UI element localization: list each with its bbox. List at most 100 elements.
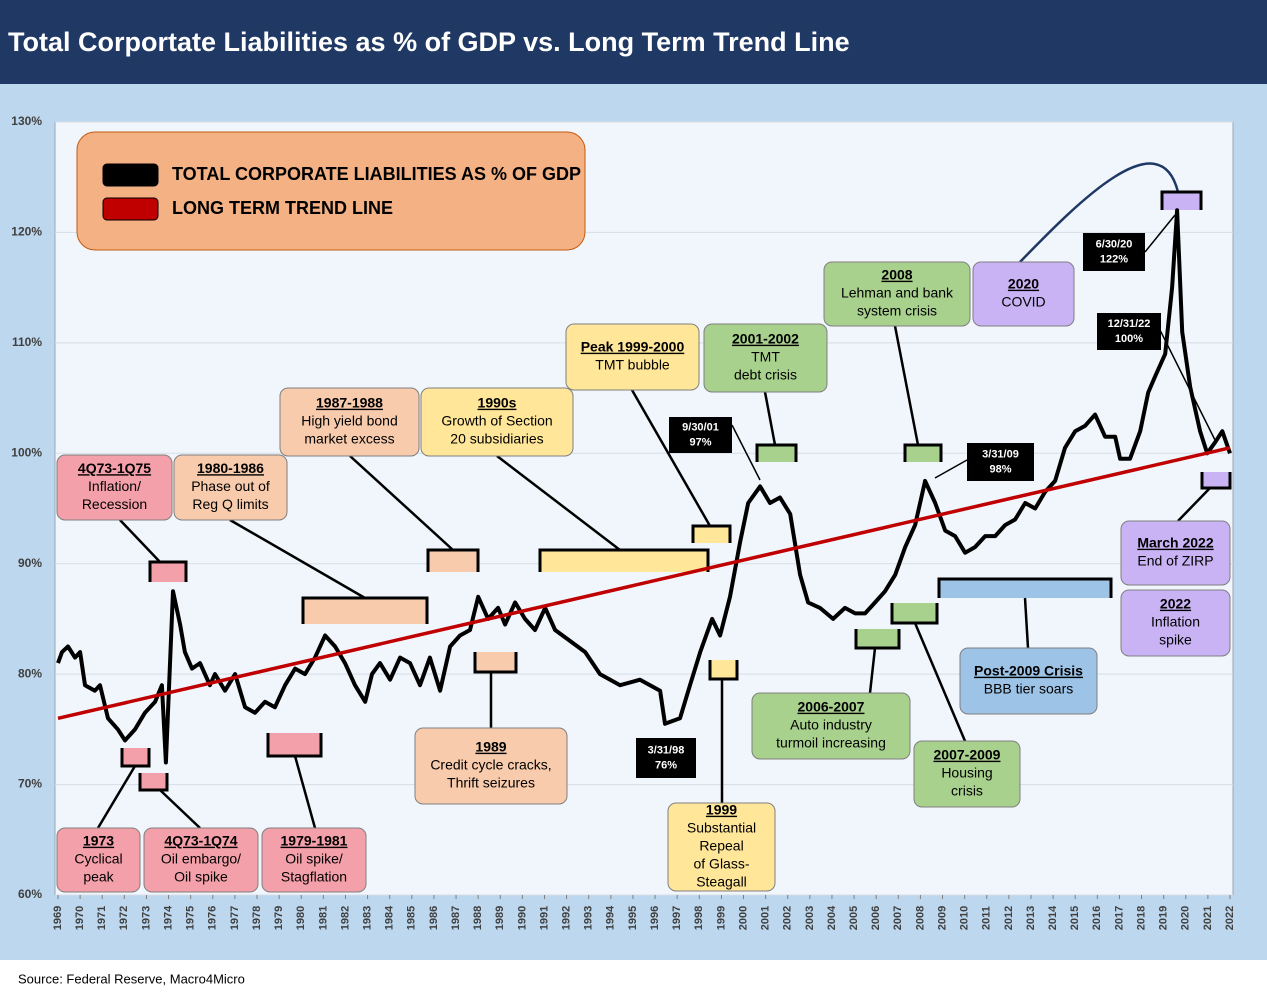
trend-line — [57, 446, 1231, 721]
x-tick-label: 1971 — [96, 906, 108, 930]
x-tick-label: 1973 — [140, 906, 152, 930]
annotation-title: 1989 — [475, 739, 506, 755]
annotation-text: market excess — [304, 431, 394, 447]
bracket — [691, 524, 732, 543]
annotation-text: Thrift seizures — [447, 775, 535, 791]
bracket-fill — [150, 562, 186, 582]
bracket-fill — [540, 550, 708, 572]
annotation-text: High yield bond — [301, 413, 398, 429]
bracket-fill — [1202, 472, 1230, 488]
callout-text: 6/30/20 — [1096, 238, 1133, 250]
bracket — [1200, 472, 1232, 490]
bracket-fill — [856, 629, 899, 648]
connector — [763, 391, 777, 446]
x-tick-label: 2018 — [1135, 906, 1147, 930]
annotation-box — [913, 740, 1021, 808]
connector — [496, 455, 621, 551]
legend-swatch — [102, 163, 159, 187]
x-tick-label: 1979 — [273, 906, 285, 930]
annotation-text: Oil spike — [174, 869, 228, 885]
x-tick-label: 2016 — [1091, 906, 1103, 930]
connector — [119, 519, 161, 563]
x-tick-label: 2014 — [1047, 905, 1059, 930]
bracket — [937, 577, 1113, 598]
annotation-text: Stagflation — [281, 869, 347, 885]
annotation-text: Cyclical — [74, 851, 122, 867]
y-tick-label: 90% — [18, 556, 42, 570]
annotation-text: Inflation — [1151, 614, 1200, 630]
annotation-text: Oil spike/ — [285, 851, 343, 867]
bracket — [903, 443, 943, 462]
annotation-box — [279, 387, 420, 457]
x-tick-label: 2009 — [936, 906, 948, 930]
x-tick-label: 2022 — [1224, 906, 1236, 930]
annotation-box — [414, 727, 568, 805]
callout-text: 100% — [1115, 333, 1143, 345]
annotation-text: debt crisis — [734, 367, 797, 383]
connector — [229, 518, 366, 600]
x-tick-label: 1998 — [693, 906, 705, 930]
callout-text: 98% — [989, 463, 1011, 475]
legend-label: LONG TERM TREND LINE — [172, 198, 393, 218]
x-tick-label: 1980 — [295, 906, 307, 930]
x-tick-label: 2001 — [760, 906, 772, 930]
connector — [293, 755, 317, 829]
x-tick-label: 1970 — [74, 906, 86, 930]
callout-box — [669, 417, 732, 453]
connector — [1019, 162, 1180, 263]
x-tick-label: 1977 — [229, 906, 241, 930]
callout-box — [1083, 233, 1145, 271]
bracket-fill — [1162, 192, 1201, 210]
annotation-box — [751, 692, 911, 760]
annotation-text: peak — [83, 869, 114, 885]
callout-box — [967, 443, 1034, 481]
annotation-box — [143, 827, 259, 893]
connector — [96, 765, 137, 829]
annotation-title: 1979-1981 — [281, 833, 348, 849]
annotation-title: March 2022 — [1137, 535, 1213, 551]
annotation-title: 4Q73-1Q75 — [78, 460, 151, 476]
annotation-text: Auto industry — [790, 717, 872, 733]
connector — [1023, 597, 1030, 649]
x-tick-label: 1987 — [450, 906, 462, 930]
callout-text: 12/31/22 — [1108, 318, 1151, 330]
annotation-title: 1980-1986 — [197, 460, 264, 476]
callout-connector — [934, 459, 968, 479]
annotation-text: Lehman and bank — [841, 285, 954, 301]
bracket — [755, 443, 798, 462]
x-tick-label: 1988 — [472, 906, 484, 930]
bracket-fill — [268, 733, 321, 756]
x-tick-label: 2005 — [848, 906, 860, 930]
x-tick-label: 1975 — [185, 906, 197, 930]
connector — [1177, 487, 1211, 522]
x-tick-label: 1982 — [339, 906, 351, 930]
bracket-fill — [303, 598, 427, 624]
x-tick-label: 2019 — [1158, 906, 1170, 930]
bracket — [1160, 190, 1203, 210]
y-tick-label: 80% — [18, 666, 42, 680]
y-tick-label: 120% — [11, 225, 42, 239]
annotation-text: Housing — [941, 765, 992, 781]
callout-box — [1097, 313, 1161, 350]
annotation-text: Oil embargo/ — [161, 851, 241, 867]
annotation-box — [667, 802, 776, 892]
bracket-fill — [140, 773, 167, 790]
bracket-fill — [939, 579, 1111, 598]
x-tick-label: 1999 — [715, 906, 727, 930]
annotation-title: 2020 — [1008, 276, 1039, 292]
annotation-text: Recession — [82, 496, 147, 512]
annotation-title: 2007-2009 — [934, 747, 1001, 763]
annotation-text: BBB tier soars — [984, 681, 1073, 697]
bracket — [301, 596, 429, 624]
source-note: Source: Federal Reserve, Macro4Micro — [18, 971, 245, 986]
annotation-title: Post-2009 Crisis — [974, 663, 1083, 679]
x-tick-label: 2002 — [782, 906, 794, 930]
x-tick-label: 2010 — [959, 906, 971, 930]
x-tick-label: 1984 — [384, 905, 396, 930]
bracket-fill — [905, 445, 941, 462]
annotation-box — [703, 323, 828, 393]
bracket — [426, 548, 480, 572]
annotation-text: Reg Q limits — [192, 496, 268, 512]
bracket — [138, 773, 169, 792]
bracket — [120, 748, 151, 768]
